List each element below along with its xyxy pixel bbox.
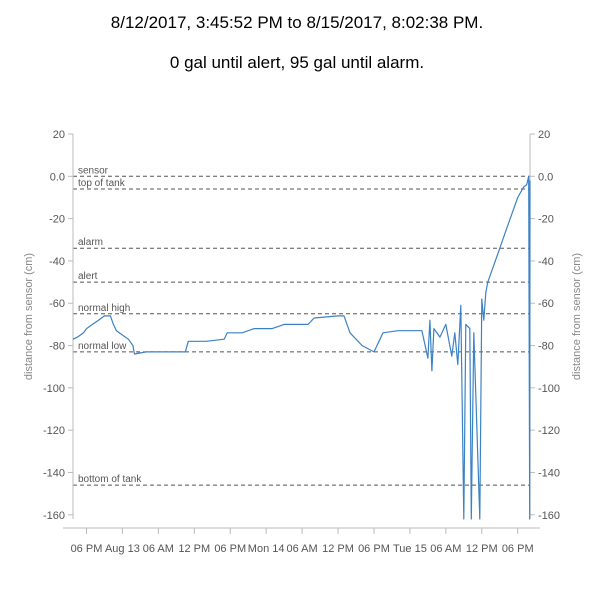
x-tick-label: 12 PM <box>322 543 354 555</box>
y-tick-label-left: -100 <box>43 383 65 395</box>
y-tick-label-right: -140 <box>538 467 560 479</box>
x-tick-label: 06 AM <box>430 543 461 555</box>
axes: 20 20 0.0 0.0 -20 -20 -40 -40 -60 -60 -80 -80 -100 -1… <box>43 129 560 555</box>
reference-line-label: alarm <box>78 237 103 248</box>
y-axis-label-right: distance from sensor (cm) <box>571 253 583 380</box>
x-tick-label: Aug 13 <box>105 543 140 555</box>
x-tick-label: 06 PM <box>358 543 390 555</box>
y-tick-label-left: -80 <box>49 341 65 353</box>
y-tick-label-left: -140 <box>43 467 65 479</box>
reference-line-label: sensor <box>78 165 109 176</box>
y-tick-label-left: 0.0 <box>50 171 65 183</box>
x-tick-label: 06 PM <box>214 543 246 555</box>
y-tick-label-left: -60 <box>49 298 65 310</box>
x-tick-label: 06 AM <box>287 543 318 555</box>
reference-line-label: top of tank <box>78 178 126 189</box>
reference-line-label: bottom of tank <box>78 474 142 485</box>
y-tick-label-left: -20 <box>49 214 65 226</box>
y-tick-label-right: -80 <box>538 341 554 353</box>
reference-line-label: alert <box>78 271 98 282</box>
y-tick-label-left: -160 <box>43 510 65 522</box>
y-tick-label-right: 0.0 <box>538 171 553 183</box>
series-line <box>72 175 531 520</box>
y-tick-label-left: 20 <box>53 129 65 141</box>
y-tick-label-right: 20 <box>538 129 550 141</box>
x-tick-label: 06 PM <box>502 543 534 555</box>
y-tick-label-right: -40 <box>538 256 554 268</box>
y-tick-label-right: -100 <box>538 383 560 395</box>
x-tick-label: 12 PM <box>178 543 210 555</box>
y-tick-label-right: -20 <box>538 214 554 226</box>
y-tick-label-left: -40 <box>49 256 65 268</box>
x-tick-label: 12 PM <box>466 543 498 555</box>
data-series <box>72 175 531 520</box>
x-tick-label: Tue 15 <box>393 543 427 555</box>
x-tick-label: 06 AM <box>143 543 174 555</box>
y-axis-label-left: distance from sensor (cm) <box>23 253 35 380</box>
y-tick-label-right: -160 <box>538 510 560 522</box>
y-tick-label-left: -120 <box>43 425 65 437</box>
y-tick-label-right: -120 <box>538 425 560 437</box>
reference-line-label: normal high <box>78 303 130 314</box>
y-tick-label-right: -60 <box>538 298 554 310</box>
chart-header-range: 8/12/2017, 3:45:52 PM to 8/15/2017, 8:02… <box>110 13 484 32</box>
reference-lines: sensor top of tank alarm alert normal high no… <box>73 165 530 486</box>
x-tick-label: 06 PM <box>71 543 103 555</box>
x-tick-label: Mon 14 <box>248 543 285 555</box>
chart-header-status: 0 gal until alert, 95 gal until alarm. <box>169 53 425 72</box>
reference-line-label: normal low <box>78 341 127 352</box>
